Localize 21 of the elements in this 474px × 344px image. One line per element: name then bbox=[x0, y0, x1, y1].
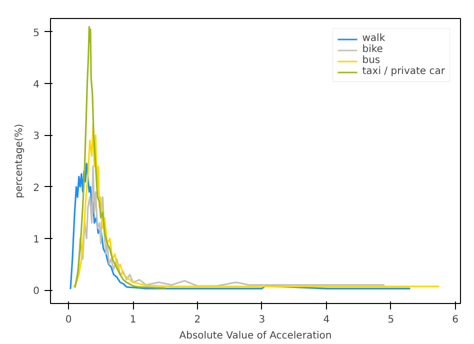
x-axis-title: Absolute Value of Acceleration bbox=[179, 330, 332, 342]
legend-label: bus bbox=[362, 55, 382, 66]
y-tick-label: 5 bbox=[33, 28, 40, 39]
line-series bbox=[72, 124, 440, 288]
y-tick-label: 4 bbox=[33, 80, 40, 91]
x-tick-label: 0 bbox=[65, 314, 72, 326]
y-tick-label: 3 bbox=[33, 131, 40, 142]
x-tick-label: 6 bbox=[452, 314, 459, 326]
x-tick-label: 1 bbox=[130, 314, 136, 326]
x-tick-label: 4 bbox=[323, 314, 330, 326]
y-axis-title: percentage(%) bbox=[14, 124, 26, 198]
line-series bbox=[74, 26, 166, 289]
x-tick-label: 5 bbox=[388, 314, 394, 326]
y-tick-label: 0 bbox=[33, 286, 40, 298]
y-tick-label: 2 bbox=[33, 182, 40, 194]
x-tick-label: 2 bbox=[194, 314, 201, 326]
y-tick-label: 1 bbox=[33, 234, 40, 246]
legend-label: walk bbox=[362, 33, 386, 44]
legend-label: bike bbox=[362, 44, 383, 55]
legend-label: taxi / private car bbox=[362, 66, 445, 77]
x-tick-label: 3 bbox=[258, 314, 266, 326]
